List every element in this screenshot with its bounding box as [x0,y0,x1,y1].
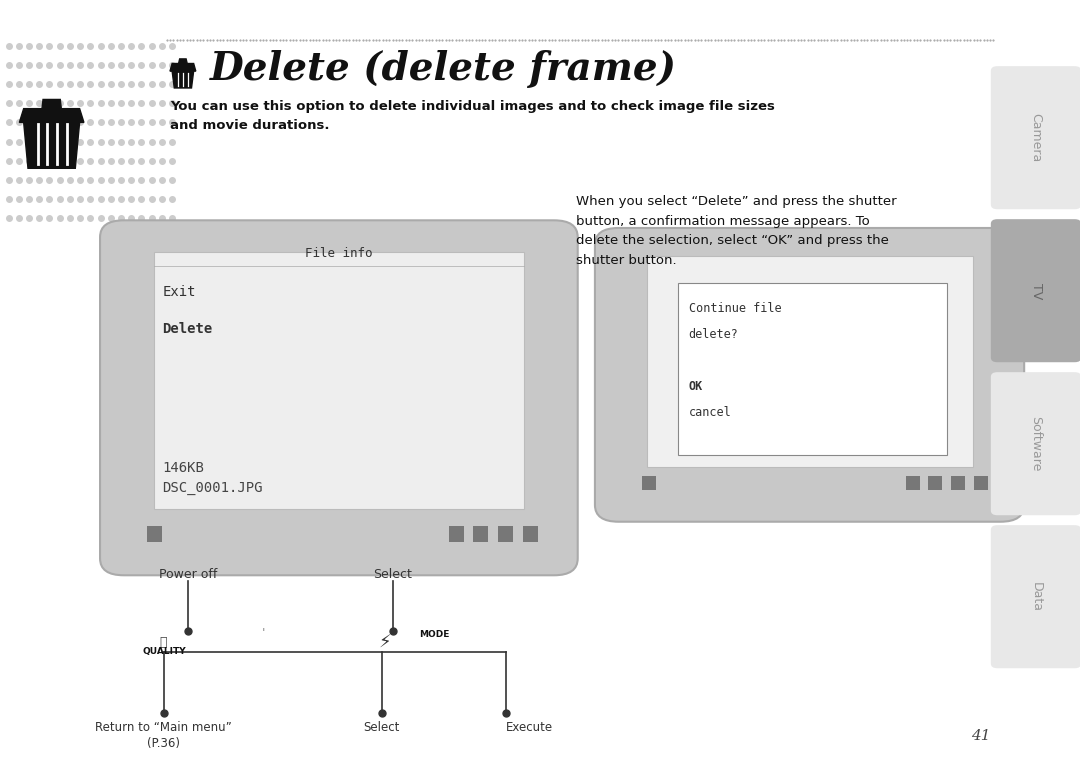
Polygon shape [178,59,187,63]
Bar [951,476,966,490]
Text: Exit: Exit [162,285,195,299]
FancyBboxPatch shape [153,252,524,509]
FancyBboxPatch shape [100,220,578,575]
Text: Execute: Execute [505,721,553,734]
Text: Delete: Delete [162,322,213,336]
Bar [929,476,943,490]
Text: QUALITY: QUALITY [141,647,186,656]
Text: File info: File info [306,248,373,260]
Text: You can use this option to delete individual images and to check image file size: You can use this option to delete indivi… [170,100,774,132]
Bar [473,526,488,542]
Bar [973,476,987,490]
Polygon shape [172,71,193,88]
Bar [498,526,513,542]
FancyBboxPatch shape [990,372,1080,516]
Text: 146KB
DSC_0001.JPG: 146KB DSC_0001.JPG [162,461,262,496]
Text: Return to “Main menu”
(P.36): Return to “Main menu” (P.36) [95,721,232,750]
Text: Software: Software [1029,416,1042,471]
Bar [147,526,162,542]
Bar [523,526,538,542]
Text: ⚡: ⚡ [379,633,391,652]
Bar [906,476,920,490]
Text: ': ' [261,627,266,640]
Text: MODE: MODE [419,630,450,640]
Polygon shape [24,122,80,168]
FancyBboxPatch shape [990,525,1080,669]
Polygon shape [170,63,195,71]
Text: OK: OK [689,380,703,393]
Bar [448,526,463,542]
FancyBboxPatch shape [595,228,1024,522]
Text: Data: Data [1029,581,1042,612]
FancyBboxPatch shape [990,220,1080,363]
FancyBboxPatch shape [990,67,1080,210]
Text: delete?: delete? [689,328,739,341]
FancyBboxPatch shape [647,256,972,467]
Polygon shape [42,99,62,109]
Text: Select: Select [374,568,413,581]
Text: Continue file: Continue file [689,302,781,315]
Text: 41: 41 [971,729,990,743]
Text: Power off: Power off [159,568,217,581]
Text: Delete (delete frame): Delete (delete frame) [210,50,677,88]
Text: cancel: cancel [689,406,731,419]
Text: Camera: Camera [1029,113,1042,162]
Bar [643,476,657,490]
Bar [678,283,947,455]
Text: When you select “Delete” and press the shutter
button, a confirmation message ap: When you select “Delete” and press the s… [576,195,896,266]
Polygon shape [19,109,84,122]
Text: ⏻: ⏻ [160,636,167,649]
Text: Select: Select [364,721,400,734]
Text: TV: TV [1029,282,1042,299]
